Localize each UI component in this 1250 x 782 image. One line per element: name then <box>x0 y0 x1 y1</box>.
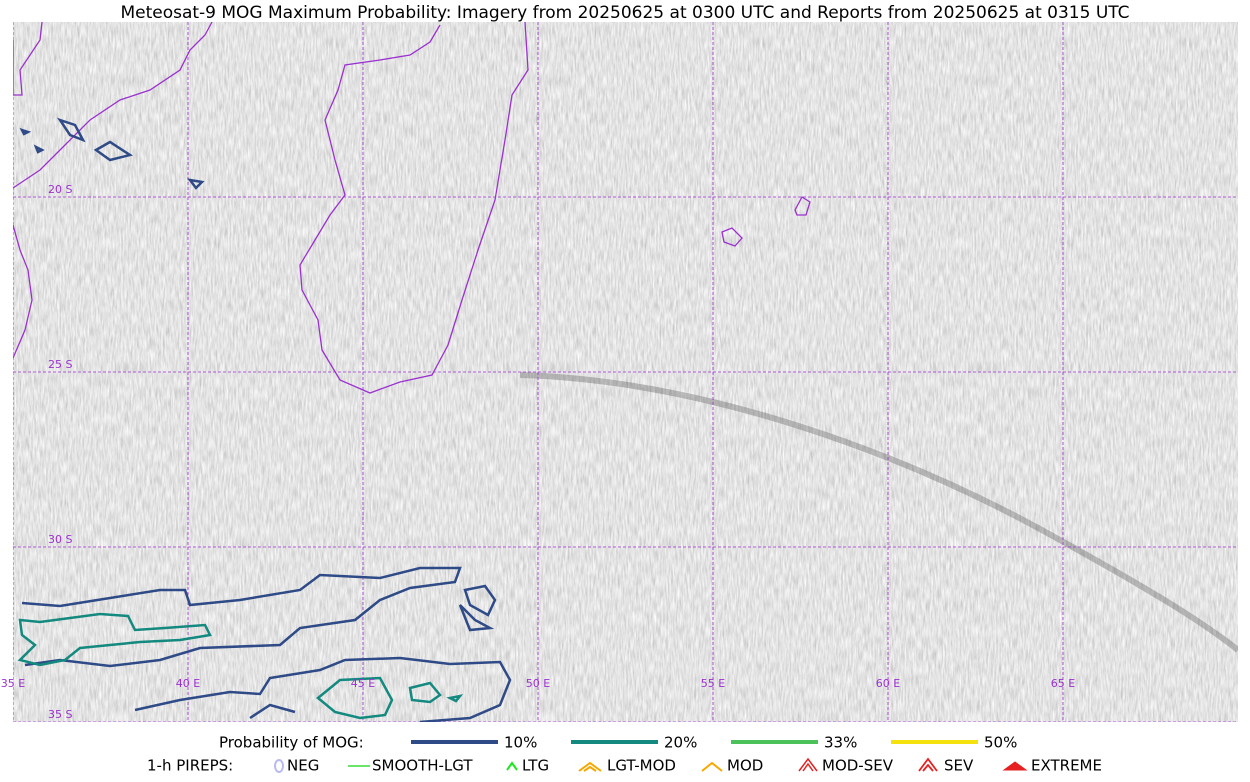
legend-entry: SMOOTH-LGT <box>372 757 473 775</box>
coastline <box>794 196 811 216</box>
lon-label: 40 E <box>176 677 200 690</box>
legend-label: 1-h PIREPS: <box>147 757 233 775</box>
lat-label: 30 S <box>48 533 72 546</box>
coastline <box>13 22 43 96</box>
contour-20 <box>316 676 464 720</box>
legend-entry: EXTREME <box>1031 757 1102 775</box>
legend-label: Probability of MOG: <box>219 734 364 752</box>
pirep-icon <box>506 761 518 771</box>
legend: Probability of MOG: 10% 20% 33% 50% 1-h PIREP… <box>147 734 1102 775</box>
contour-10 <box>458 584 497 632</box>
lon-label: 45 E <box>351 677 375 690</box>
legend-entry: MOD-SEV <box>822 757 894 775</box>
lon-label: 35 E <box>1 677 25 690</box>
coastline <box>721 227 743 247</box>
contour-10 <box>21 566 462 668</box>
lon-label: 60 E <box>876 677 900 690</box>
coastline <box>299 22 529 394</box>
lon-label: 65 E <box>1051 677 1075 690</box>
pirep-icon <box>918 757 938 772</box>
contour-20 <box>17 612 212 667</box>
legend-entry: 20% <box>664 734 697 752</box>
pirep-icon <box>274 759 284 773</box>
title: Meteosat-9 MOG Maximum Probability: Imag… <box>120 3 1129 23</box>
legend-entry: SEV <box>944 757 974 775</box>
coastline <box>13 22 213 189</box>
lat-label: 35 S <box>48 708 72 721</box>
legend-entry: 10% <box>504 734 537 752</box>
contour-10 <box>134 656 512 722</box>
map <box>13 22 1238 722</box>
legend-entry: 33% <box>824 734 857 752</box>
legend-entry: LGT-MOD <box>607 757 676 775</box>
legend-entry: NEG <box>287 757 319 775</box>
legend-entry: MOD <box>727 757 763 775</box>
cloud-band <box>519 372 1238 653</box>
legend-entry: 50% <box>984 734 1017 752</box>
lat-label: 20 S <box>48 183 72 196</box>
pirep-icon <box>1002 761 1028 771</box>
pirep-icon <box>798 757 818 772</box>
lon-label: 55 E <box>701 677 725 690</box>
pirep-icon <box>701 761 723 772</box>
pirep-icon <box>578 761 602 772</box>
legend-entry: LTG <box>522 757 549 775</box>
lat-label: 25 S <box>48 358 72 371</box>
coastline <box>13 224 33 359</box>
contour-10 <box>19 117 205 190</box>
lon-label: 50 E <box>526 677 550 690</box>
graticule <box>13 22 1238 722</box>
